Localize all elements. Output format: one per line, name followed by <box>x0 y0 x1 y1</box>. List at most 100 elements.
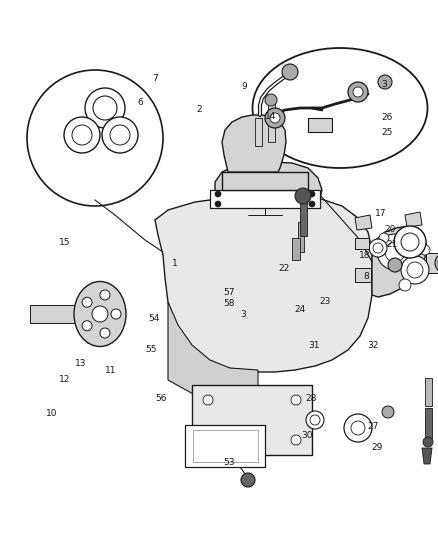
Circle shape <box>111 309 121 319</box>
Text: 53: 53 <box>223 458 234 467</box>
Circle shape <box>401 256 429 284</box>
Circle shape <box>385 242 405 262</box>
Circle shape <box>215 201 221 207</box>
Circle shape <box>72 125 92 145</box>
Polygon shape <box>422 448 432 464</box>
Bar <box>425 378 432 406</box>
Text: 11: 11 <box>105 366 116 375</box>
Circle shape <box>394 226 426 258</box>
Text: 29: 29 <box>371 443 383 452</box>
Circle shape <box>241 473 255 487</box>
Bar <box>426 253 438 273</box>
Circle shape <box>295 188 311 204</box>
Circle shape <box>100 290 110 300</box>
Polygon shape <box>155 196 372 372</box>
Text: 18: 18 <box>359 252 371 260</box>
Circle shape <box>82 321 92 331</box>
Text: 1: 1 <box>172 260 178 268</box>
Circle shape <box>82 297 92 307</box>
Bar <box>255 118 262 146</box>
Text: 25: 25 <box>381 128 392 136</box>
Circle shape <box>379 233 389 243</box>
Text: 15: 15 <box>59 238 71 247</box>
Text: 56: 56 <box>155 394 167 403</box>
Text: 31: 31 <box>309 341 320 350</box>
Circle shape <box>270 113 280 123</box>
Circle shape <box>92 306 108 322</box>
Circle shape <box>401 233 419 251</box>
Polygon shape <box>405 212 422 227</box>
Bar <box>300 198 307 236</box>
Polygon shape <box>222 115 286 172</box>
Circle shape <box>309 201 315 207</box>
Text: 22: 22 <box>278 264 290 272</box>
Text: 27: 27 <box>367 422 378 431</box>
Circle shape <box>93 96 117 120</box>
Bar <box>30 305 85 323</box>
Text: 6: 6 <box>137 98 143 107</box>
Text: 28: 28 <box>305 394 317 403</box>
Circle shape <box>353 87 363 97</box>
Text: 14: 14 <box>265 112 276 120</box>
Circle shape <box>378 75 392 89</box>
Text: 12: 12 <box>59 375 71 384</box>
Text: 3: 3 <box>240 310 246 319</box>
Text: 20: 20 <box>385 225 396 233</box>
Ellipse shape <box>252 48 427 168</box>
Circle shape <box>27 70 163 206</box>
Text: 58: 58 <box>223 300 234 308</box>
Text: 32: 32 <box>367 341 378 350</box>
Text: 24: 24 <box>295 305 306 313</box>
Text: 7: 7 <box>152 75 159 83</box>
Circle shape <box>388 258 402 272</box>
Bar <box>210 190 320 208</box>
Circle shape <box>348 82 368 102</box>
Circle shape <box>382 406 394 418</box>
Circle shape <box>344 414 372 442</box>
Text: 30: 30 <box>301 432 312 440</box>
Ellipse shape <box>74 281 126 346</box>
Polygon shape <box>168 302 258 400</box>
Circle shape <box>265 94 277 106</box>
Bar <box>268 102 275 142</box>
Polygon shape <box>355 215 372 230</box>
Circle shape <box>435 253 438 273</box>
Bar <box>298 222 304 252</box>
Circle shape <box>203 435 213 445</box>
Circle shape <box>291 435 301 445</box>
Bar <box>193 430 258 462</box>
Polygon shape <box>215 162 322 198</box>
Circle shape <box>423 437 433 447</box>
Text: 23: 23 <box>320 297 331 305</box>
Circle shape <box>203 395 213 405</box>
Circle shape <box>265 108 285 128</box>
Circle shape <box>407 262 423 278</box>
Text: 54: 54 <box>148 314 160 323</box>
Text: 57: 57 <box>223 288 234 296</box>
Bar <box>355 268 371 282</box>
Bar <box>308 118 332 132</box>
Circle shape <box>110 125 130 145</box>
Text: 26: 26 <box>381 113 392 122</box>
Text: 21: 21 <box>386 240 398 248</box>
Bar <box>185 425 265 467</box>
Circle shape <box>306 411 324 429</box>
Circle shape <box>309 191 315 197</box>
Circle shape <box>85 88 125 128</box>
Circle shape <box>351 421 365 435</box>
Text: 3: 3 <box>381 80 387 88</box>
Circle shape <box>420 245 430 255</box>
Text: 17: 17 <box>374 209 386 217</box>
Circle shape <box>291 395 301 405</box>
Circle shape <box>102 117 138 153</box>
Text: 13: 13 <box>75 359 87 368</box>
Circle shape <box>282 64 298 80</box>
Polygon shape <box>372 226 426 297</box>
Circle shape <box>369 239 387 257</box>
Circle shape <box>215 191 221 197</box>
Circle shape <box>373 243 383 253</box>
Text: 9: 9 <box>241 82 247 91</box>
Circle shape <box>310 415 320 425</box>
Circle shape <box>100 328 110 338</box>
Bar <box>355 238 369 249</box>
